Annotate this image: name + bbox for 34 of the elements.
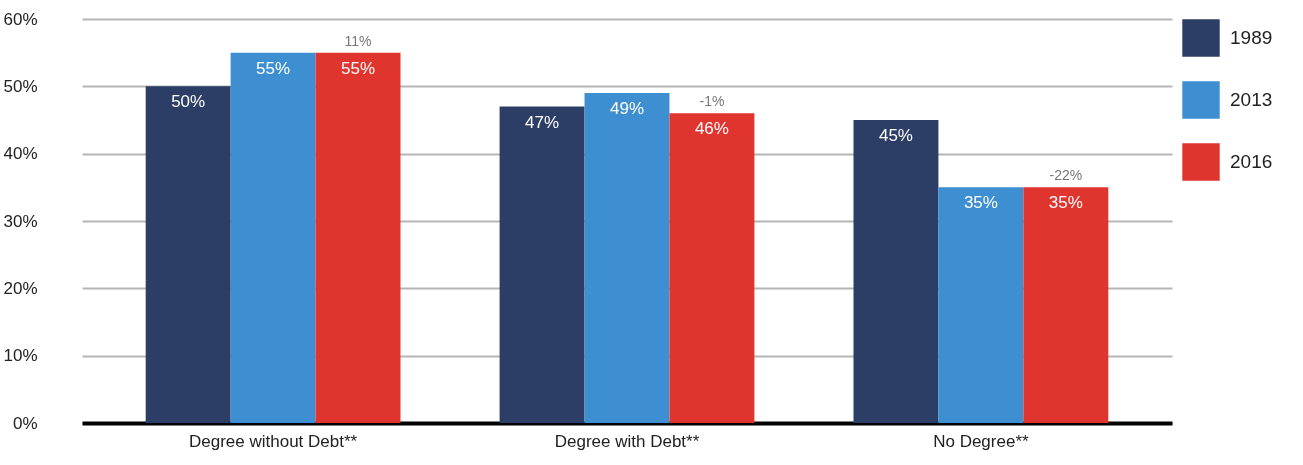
data-label: 47% (525, 112, 560, 132)
data-label: 46% (694, 119, 729, 139)
bar (315, 52, 401, 423)
x-tick-label: Degree with Debt** (554, 431, 700, 451)
y-tick-label: 60% (3, 9, 38, 29)
legend-label: 2016 (1230, 151, 1273, 172)
data-label: 50% (171, 92, 206, 112)
y-tick-label: 50% (3, 76, 38, 96)
annotation: -1% (699, 93, 725, 110)
y-tick-label: 0% (12, 413, 38, 433)
annotation: 11% (344, 32, 372, 49)
data-label: 55% (341, 58, 376, 78)
data-label: 35% (1048, 193, 1083, 213)
x-tick-label: No Degree** (933, 431, 1029, 451)
legend-label: 1989 (1230, 27, 1273, 48)
bar (499, 106, 585, 423)
y-tick-label: 30% (3, 211, 38, 231)
data-label: 55% (256, 58, 291, 78)
y-tick-label: 40% (3, 144, 38, 164)
bar (669, 113, 755, 423)
data-label: 49% (609, 99, 645, 119)
bar (145, 86, 231, 423)
bar (230, 52, 316, 423)
data-label: 35% (963, 193, 998, 213)
y-tick-label: 20% (3, 278, 38, 298)
bar (584, 93, 670, 423)
annotation: -22% (1049, 167, 1083, 184)
data-label: 45% (878, 126, 913, 145)
y-tick-label: 10% (3, 346, 38, 366)
bar (853, 120, 939, 423)
bar (938, 187, 1024, 423)
bar (1023, 187, 1109, 423)
legend-label: 2013 (1230, 89, 1273, 110)
x-tick-label: Degree without Debt** (188, 431, 358, 451)
